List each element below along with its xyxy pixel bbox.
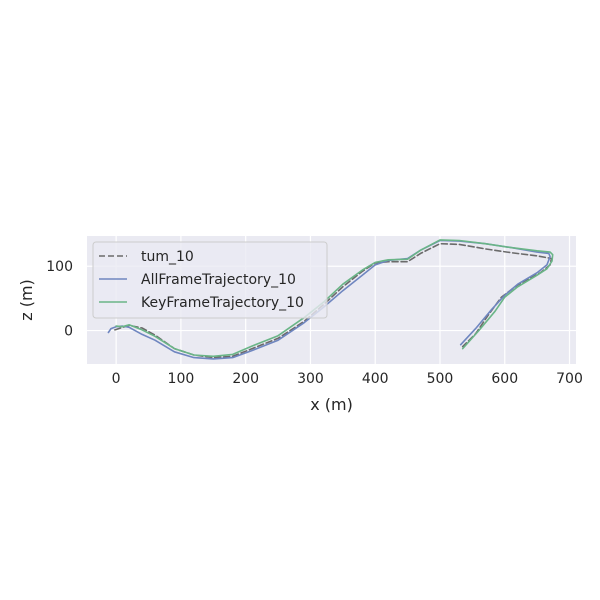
x-axis-label: x (m) [310, 395, 353, 414]
ticks-layer: 0 100 200 300 400 500 600 700 0 100 [46, 259, 583, 387]
x-tick-label: 200 [232, 371, 259, 387]
x-tick-label: 700 [556, 371, 583, 387]
legend-box [92, 241, 328, 319]
legend: tum_10 AllFrameTrajectory_10 KeyFrameTraje… [92, 241, 328, 319]
x-tick-label: 400 [362, 371, 389, 387]
series-line-keyframetrajectory-10 [115, 239, 554, 358]
series-layer [107, 239, 554, 360]
x-tick-label: 100 [168, 371, 195, 387]
legend-label: AllFrameTrajectory_10 [141, 272, 296, 288]
x-tick-label: 600 [491, 371, 518, 387]
x-tick-label: 300 [297, 371, 324, 387]
y-tick-label: 0 [64, 324, 73, 340]
x-tick-label: 0 [112, 371, 121, 387]
y-axis-label: z (m) [17, 279, 36, 321]
legend-label: tum_10 [141, 249, 194, 265]
x-tick-label: 500 [427, 371, 454, 387]
series-line-allframetrajectory-10 [107, 239, 551, 360]
y-tick-label: 100 [46, 259, 73, 275]
legend-label: KeyFrameTrajectory_10 [141, 295, 304, 311]
